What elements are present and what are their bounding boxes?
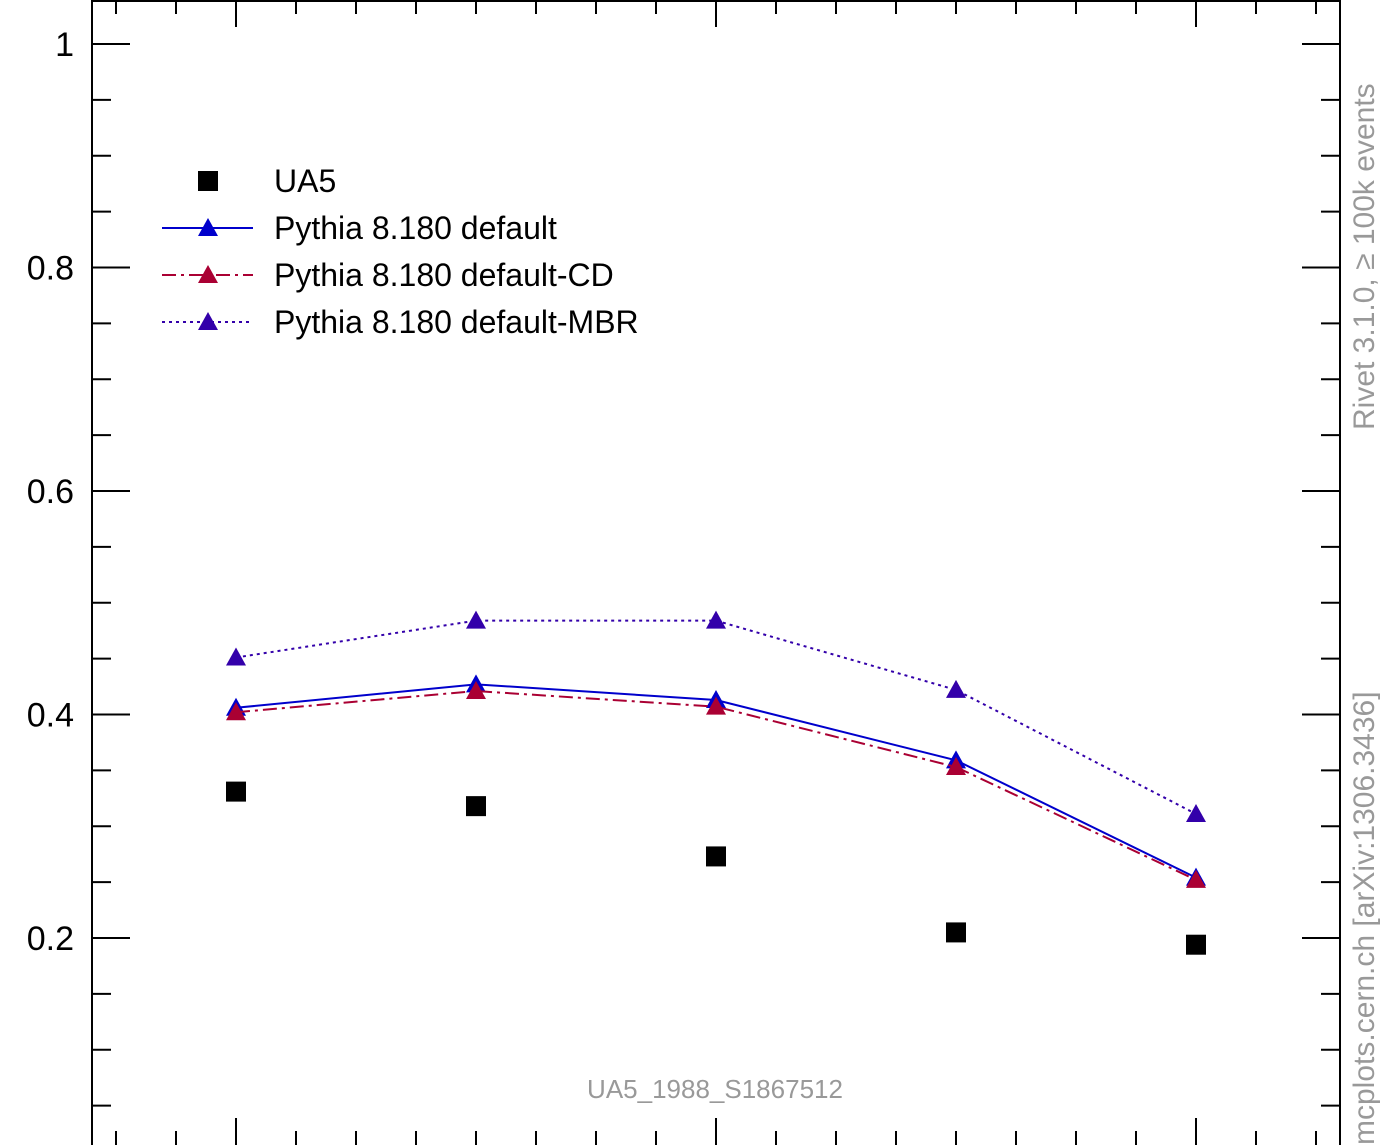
data-point [466, 610, 486, 629]
y-tick-label: 0.2 [27, 920, 74, 958]
y-tick-label: 0.6 [27, 473, 74, 511]
legend-label: Pythia 8.180 default [274, 210, 557, 246]
series-0 [226, 781, 1206, 955]
legend-label: Pythia 8.180 default-MBR [274, 304, 639, 340]
data-point [466, 796, 486, 817]
legend-entry-1: Pythia 8.180 default [162, 210, 557, 246]
axes: 0.2 0.4 0.6 0.8 1 [27, 0, 1341, 1145]
legend-entry-2: Pythia 8.180 default-CD [162, 257, 614, 293]
mcplots-reference-label: mcplots.cern.ch [arXiv:1306.3436] [1348, 691, 1380, 1145]
series-line [235, 619, 1197, 815]
series-2 [226, 681, 1206, 888]
legend-marker [198, 218, 218, 236]
legend: UA5 Pythia 8.180 default Pythia 8.180 defa… [162, 163, 639, 340]
legend-marker [198, 265, 218, 283]
data-point [706, 696, 726, 715]
data-point [1186, 869, 1206, 888]
data-point [1186, 803, 1206, 822]
series-layer [226, 610, 1206, 955]
y-tick-label: 0.4 [27, 697, 74, 735]
data-point [226, 702, 246, 721]
series-3 [226, 610, 1206, 822]
data-point [946, 757, 966, 776]
legend-entry-3: Pythia 8.180 default-MBR [162, 304, 639, 340]
data-point [1186, 934, 1206, 955]
data-point [706, 846, 726, 867]
data-point [946, 679, 966, 698]
data-point [226, 781, 246, 802]
legend-marker [198, 171, 218, 191]
legend-label: Pythia 8.180 default-CD [274, 257, 614, 293]
legend-label: UA5 [274, 163, 336, 199]
data-point [466, 681, 486, 700]
rivet-version-label: Rivet 3.1.0, ≥ 100k events [1348, 83, 1380, 430]
legend-entry-0: UA5 [198, 163, 336, 199]
data-point [706, 610, 726, 629]
y-tick-label: 0.8 [27, 250, 74, 288]
data-point [226, 647, 246, 666]
legend-marker [198, 312, 218, 330]
data-point [946, 922, 966, 943]
series-line [235, 690, 1197, 881]
y-tick-label: 1 [55, 26, 74, 64]
analysis-id-label: UA5_1988_S1867512 [587, 1074, 843, 1104]
